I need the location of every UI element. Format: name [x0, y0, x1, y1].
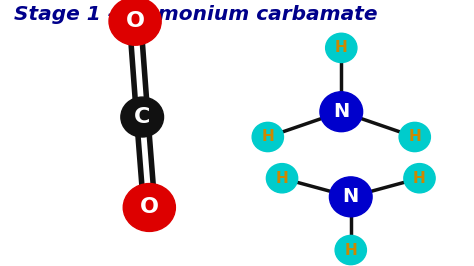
- Ellipse shape: [320, 92, 363, 132]
- Text: N: N: [333, 102, 349, 121]
- Text: H: H: [276, 171, 288, 186]
- Text: H: H: [345, 243, 357, 257]
- Ellipse shape: [123, 184, 175, 231]
- Text: H: H: [413, 171, 426, 186]
- Ellipse shape: [329, 177, 372, 217]
- Ellipse shape: [266, 164, 298, 193]
- Text: H: H: [262, 130, 274, 144]
- Ellipse shape: [121, 97, 164, 137]
- Text: C: C: [134, 107, 150, 127]
- Text: N: N: [343, 187, 359, 206]
- Text: O: O: [140, 197, 159, 218]
- Ellipse shape: [252, 122, 283, 152]
- Text: Stage 1 - ammonium carbamate: Stage 1 - ammonium carbamate: [14, 5, 378, 24]
- Ellipse shape: [109, 0, 161, 45]
- Ellipse shape: [404, 164, 435, 193]
- Ellipse shape: [326, 33, 357, 63]
- Ellipse shape: [335, 235, 366, 265]
- Text: H: H: [409, 130, 421, 144]
- Text: O: O: [126, 11, 145, 31]
- Ellipse shape: [399, 122, 430, 152]
- Text: H: H: [335, 40, 347, 55]
